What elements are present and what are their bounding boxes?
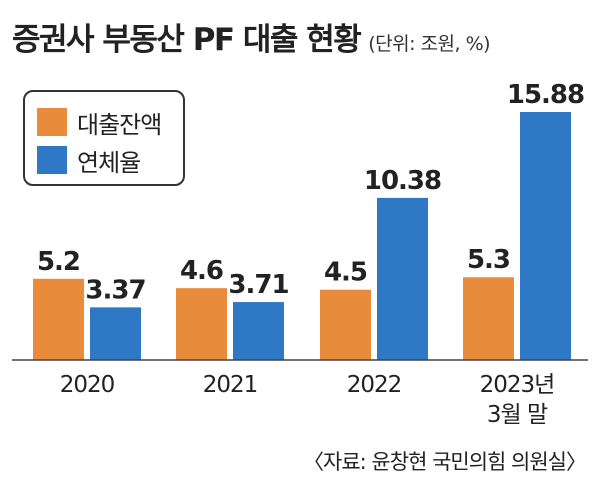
data-label-delinquency-3: 15.88	[507, 80, 584, 110]
data-label-loan-1: 4.6	[180, 256, 223, 286]
bar-loan-2	[320, 289, 371, 360]
unit-label: (단위: 조원, %)	[368, 33, 491, 55]
legend-label-delinquency: 연체율	[77, 148, 141, 177]
bar-loan-1	[176, 288, 227, 360]
data-label-loan-3: 5.3	[467, 245, 510, 275]
legend-item-loan: 대출잔액	[37, 105, 162, 139]
source-note: 〈자료: 윤창현 국민의힘 의원실〉	[303, 450, 587, 474]
data-label-loan-0: 5.2	[37, 247, 80, 277]
data-label-delinquency-2: 10.38	[364, 166, 441, 196]
legend-label-loan: 대출잔액	[77, 110, 162, 139]
bar-delinquency-2	[377, 197, 428, 360]
legend: 대출잔액 연체율	[23, 90, 185, 186]
category-label-3: 2023년	[480, 372, 555, 398]
data-label-delinquency-1: 3.71	[228, 270, 288, 300]
category-label-0: 2020	[60, 372, 115, 398]
data-label-loan-2: 4.5	[324, 258, 367, 288]
bar-delinquency-0	[90, 307, 141, 360]
title-row: 증권사 부동산 PF 대출 현황 (단위: 조원, %)	[12, 14, 491, 59]
category-label-3-line2: 3월 말	[487, 402, 548, 428]
chart-title: 증권사 부동산 PF 대출 현황	[12, 22, 362, 58]
legend-item-delinquency: 연체율	[37, 143, 141, 177]
legend-swatch-loan	[37, 108, 67, 136]
category-label-2: 2022	[347, 372, 402, 398]
bar-delinquency-3	[520, 112, 571, 360]
bar-loan-0	[33, 278, 84, 360]
data-label-delinquency-0: 3.37	[85, 275, 145, 305]
bar-delinquency-1	[233, 302, 284, 360]
category-label-1: 2021	[203, 372, 258, 398]
legend-swatch-delinquency	[37, 146, 67, 174]
bar-loan-3	[463, 277, 514, 360]
